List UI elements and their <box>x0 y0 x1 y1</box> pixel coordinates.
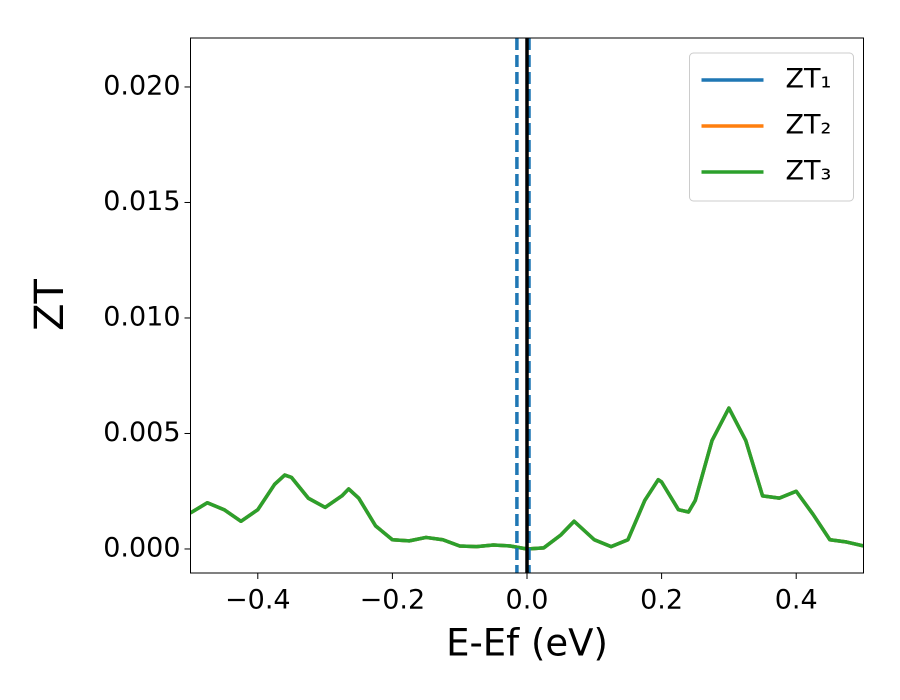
x-axis-label: E-Ef (eV) <box>446 622 608 665</box>
x-tick-label: 0.2 <box>640 585 683 616</box>
plot-area <box>190 38 864 573</box>
y-axis-label: ZT <box>27 279 73 331</box>
legend-label: ZT₂ <box>786 110 832 141</box>
legend-label: ZT₃ <box>786 156 832 187</box>
y-tick-label: 0.005 <box>103 417 180 448</box>
plot-frame <box>190 37 864 574</box>
legend-label: ZT₁ <box>786 64 832 95</box>
y-tick-label: 0.000 <box>103 532 180 563</box>
x-tick-label: 0.0 <box>506 585 549 616</box>
y-tick-label: 0.015 <box>103 186 180 217</box>
x-tick-label: −0.2 <box>360 585 426 616</box>
y-tick-label: 0.010 <box>103 301 180 332</box>
x-tick-label: 0.4 <box>775 585 818 616</box>
legend-box <box>689 52 854 202</box>
y-tick-label: 0.020 <box>103 70 180 101</box>
x-tick-label: −0.4 <box>225 585 291 616</box>
